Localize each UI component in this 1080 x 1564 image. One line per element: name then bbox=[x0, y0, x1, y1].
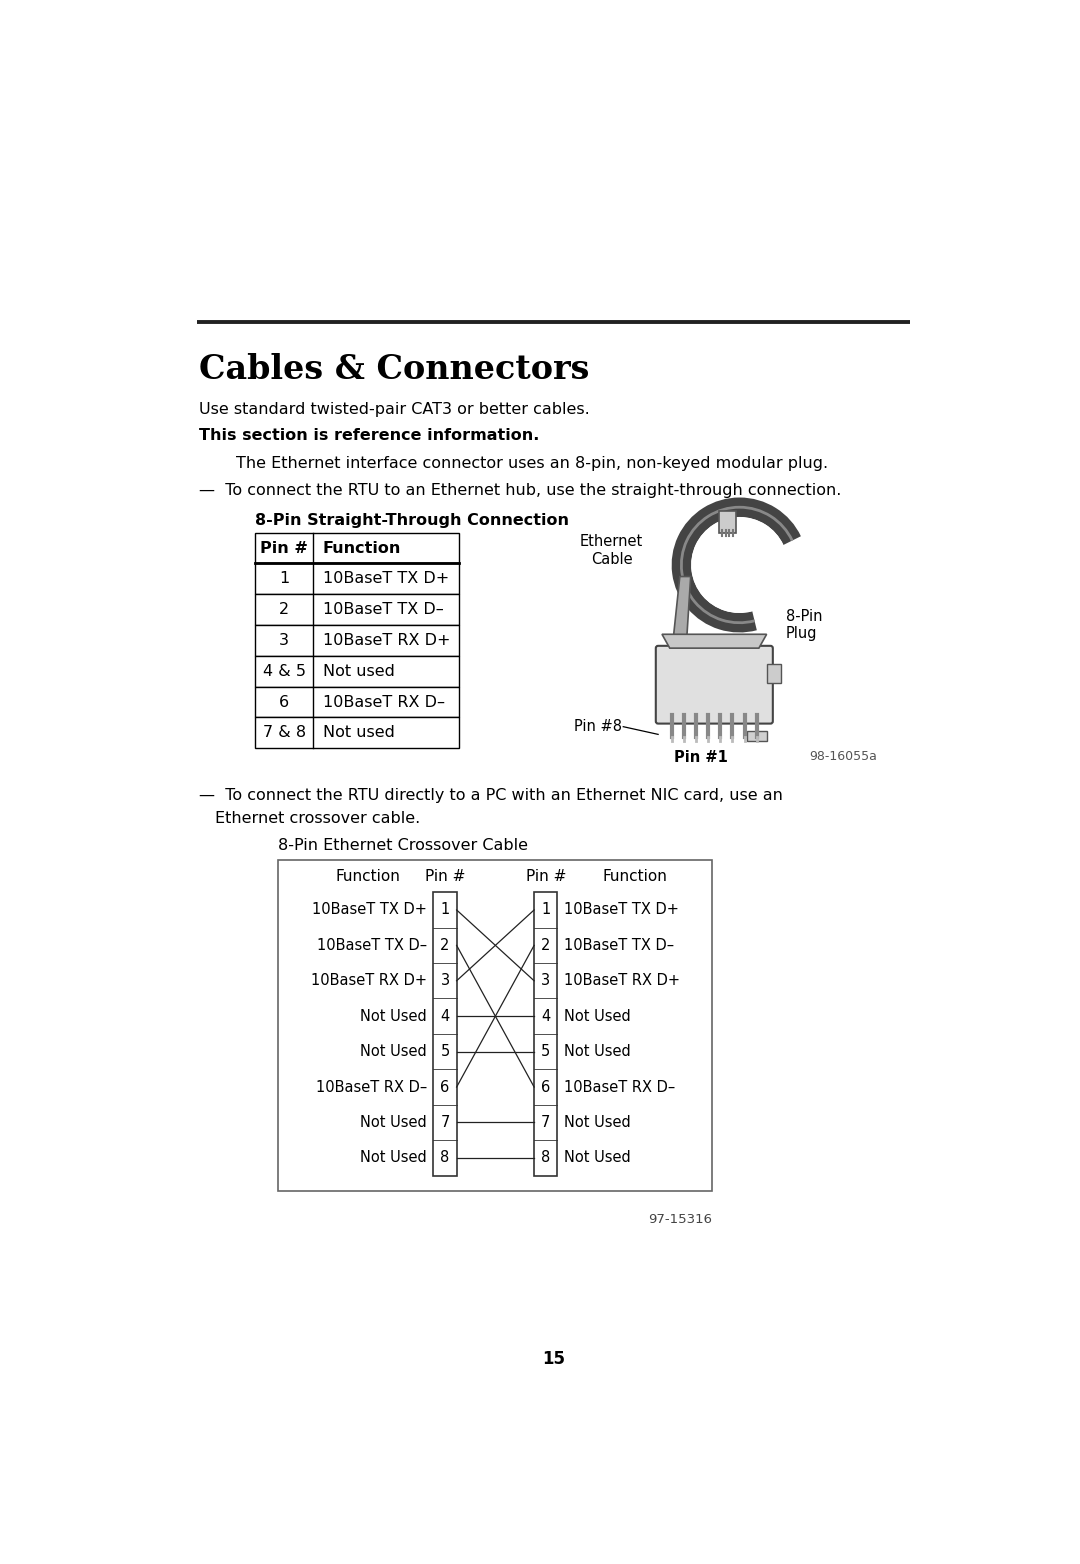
Text: Function: Function bbox=[603, 868, 667, 884]
Text: 3: 3 bbox=[541, 973, 551, 988]
Bar bbox=[255, 655, 459, 687]
Polygon shape bbox=[662, 635, 767, 647]
Text: Not Used: Not Used bbox=[564, 1045, 631, 1059]
Bar bbox=[279, 860, 713, 1192]
Text: 7: 7 bbox=[441, 1115, 449, 1129]
Text: Function: Function bbox=[335, 868, 400, 884]
Text: 10BaseT TX D+: 10BaseT TX D+ bbox=[564, 902, 678, 918]
FancyBboxPatch shape bbox=[656, 646, 773, 724]
Polygon shape bbox=[672, 577, 691, 649]
Text: 15: 15 bbox=[542, 1350, 565, 1368]
Text: Not Used: Not Used bbox=[361, 1151, 428, 1165]
Text: 10BaseT TX D+: 10BaseT TX D+ bbox=[323, 571, 449, 586]
Bar bbox=[255, 687, 459, 718]
Text: 5: 5 bbox=[541, 1045, 551, 1059]
Text: 10BaseT RX D+: 10BaseT RX D+ bbox=[323, 633, 450, 647]
Text: Not used: Not used bbox=[323, 663, 394, 679]
Text: Pin #: Pin # bbox=[526, 868, 566, 884]
Text: Pin #1: Pin #1 bbox=[674, 749, 728, 765]
Text: Use standard twisted-pair CAT3 or better cables.: Use standard twisted-pair CAT3 or better… bbox=[199, 402, 590, 416]
Text: 3: 3 bbox=[441, 973, 449, 988]
Bar bbox=[535, 891, 557, 1176]
Text: Not Used: Not Used bbox=[361, 1115, 428, 1129]
Text: Pin #: Pin # bbox=[260, 541, 308, 555]
Text: 3: 3 bbox=[280, 633, 289, 647]
Text: 98-16055a: 98-16055a bbox=[809, 749, 877, 763]
Text: 4: 4 bbox=[441, 1009, 449, 1024]
Text: Not Used: Not Used bbox=[361, 1045, 428, 1059]
Text: 8: 8 bbox=[441, 1151, 449, 1165]
Text: Ethernet
Cable: Ethernet Cable bbox=[580, 535, 644, 566]
Text: 7 & 8: 7 & 8 bbox=[262, 726, 306, 740]
Text: 10BaseT RX D–: 10BaseT RX D– bbox=[316, 1079, 428, 1095]
Text: Not Used: Not Used bbox=[564, 1115, 631, 1129]
Text: Pin #8: Pin #8 bbox=[573, 719, 622, 734]
Text: 8-Pin
Plug: 8-Pin Plug bbox=[786, 608, 823, 641]
Text: 10BaseT RX D–: 10BaseT RX D– bbox=[323, 694, 445, 710]
Text: 6: 6 bbox=[441, 1079, 449, 1095]
Text: —  To connect the RTU directly to a PC with an Ethernet NIC card, use an: — To connect the RTU directly to a PC wi… bbox=[199, 788, 782, 804]
Bar bbox=[255, 594, 459, 626]
Text: Not used: Not used bbox=[323, 726, 394, 740]
Text: Ethernet crossover cable.: Ethernet crossover cable. bbox=[215, 812, 420, 826]
Text: Pin #: Pin # bbox=[424, 868, 465, 884]
Text: 10BaseT RX D+: 10BaseT RX D+ bbox=[564, 973, 679, 988]
Text: 10BaseT RX D+: 10BaseT RX D+ bbox=[311, 973, 428, 988]
Text: Cables & Connectors: Cables & Connectors bbox=[199, 353, 589, 386]
Text: 10BaseT TX D–: 10BaseT TX D– bbox=[564, 938, 674, 952]
Text: 2: 2 bbox=[279, 602, 289, 618]
Bar bbox=[255, 533, 459, 563]
Text: 5: 5 bbox=[441, 1045, 449, 1059]
Text: 1: 1 bbox=[279, 571, 289, 586]
Text: 10BaseT TX D–: 10BaseT TX D– bbox=[318, 938, 428, 952]
Text: Not Used: Not Used bbox=[361, 1009, 428, 1024]
Text: 8-Pin Ethernet Crossover Cable: 8-Pin Ethernet Crossover Cable bbox=[279, 838, 528, 854]
Text: Not Used: Not Used bbox=[564, 1009, 631, 1024]
Text: 1: 1 bbox=[441, 902, 449, 918]
Bar bbox=[255, 563, 459, 594]
Text: 2: 2 bbox=[541, 938, 551, 952]
Text: 4 & 5: 4 & 5 bbox=[262, 663, 306, 679]
Text: 6: 6 bbox=[541, 1079, 551, 1095]
Text: Function: Function bbox=[323, 541, 401, 555]
Text: 97-15316: 97-15316 bbox=[648, 1212, 713, 1226]
Bar bbox=[767, 663, 781, 683]
Text: 6: 6 bbox=[279, 694, 289, 710]
Bar bbox=[255, 626, 459, 655]
Text: The Ethernet interface connector uses an 8-pin, non-keyed modular plug.: The Ethernet interface connector uses an… bbox=[235, 455, 828, 471]
Text: 10BaseT RX D–: 10BaseT RX D– bbox=[564, 1079, 675, 1095]
Text: 1: 1 bbox=[541, 902, 551, 918]
Bar bbox=[719, 511, 737, 533]
Text: 8-Pin Straight-Through Connection: 8-Pin Straight-Through Connection bbox=[255, 513, 569, 527]
Bar bbox=[255, 718, 459, 748]
Text: 10BaseT TX D–: 10BaseT TX D– bbox=[323, 602, 443, 618]
Text: 2: 2 bbox=[441, 938, 449, 952]
Text: This section is reference information.: This section is reference information. bbox=[199, 429, 539, 443]
Text: —  To connect the RTU to an Ethernet hub, use the straight-through connection.: — To connect the RTU to an Ethernet hub,… bbox=[199, 483, 841, 499]
Text: 10BaseT TX D+: 10BaseT TX D+ bbox=[312, 902, 428, 918]
Text: 4: 4 bbox=[541, 1009, 551, 1024]
Text: Not Used: Not Used bbox=[564, 1151, 631, 1165]
Bar bbox=[747, 730, 767, 741]
Bar bbox=[433, 891, 457, 1176]
Text: 8: 8 bbox=[541, 1151, 551, 1165]
Text: 7: 7 bbox=[541, 1115, 551, 1129]
